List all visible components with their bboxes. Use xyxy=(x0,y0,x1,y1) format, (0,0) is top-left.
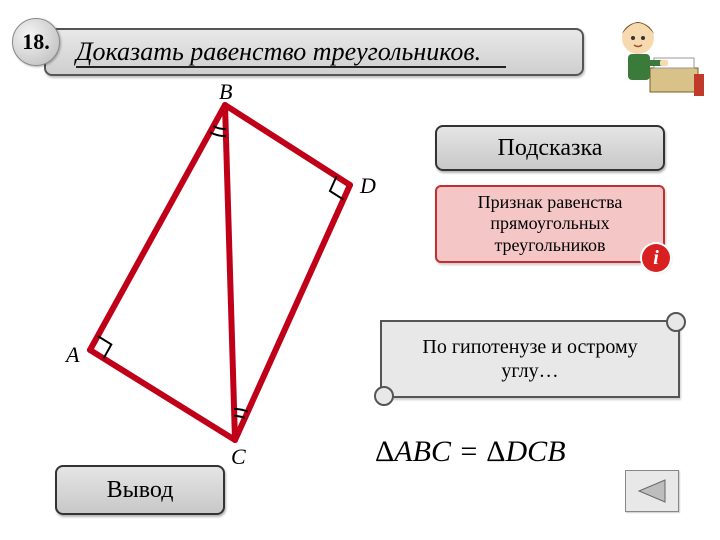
hint-box: Признак равенства прямоугольных треуголь… xyxy=(435,185,665,263)
title-text: Доказать равенство треугольников. xyxy=(76,37,481,67)
vertex-label-d: D xyxy=(360,173,376,199)
formula-lhs: ABC xyxy=(394,435,451,468)
hint-button[interactable]: Подсказка xyxy=(435,125,665,171)
equality-formula: ΔABC = ΔDCB xyxy=(375,435,566,469)
scroll-curl-left xyxy=(374,386,394,406)
hint-button-label: Подсказка xyxy=(498,135,603,162)
scroll-text: По гипотенузе и острому углу… xyxy=(406,335,654,383)
title-underline xyxy=(76,66,506,68)
vertex-label-a: A xyxy=(66,342,79,368)
conclusion-button[interactable]: Вывод xyxy=(55,465,225,515)
nav-back-button[interactable] xyxy=(625,470,679,512)
vertex-label-b: B xyxy=(219,79,232,105)
formula-rhs: DCB xyxy=(506,435,566,468)
vertex-label-c: C xyxy=(231,444,246,470)
student-illustration xyxy=(610,10,705,100)
hint-box-text: Признак равенства прямоугольных треуголь… xyxy=(443,192,657,257)
task-number: 18. xyxy=(22,29,50,55)
title-bar: Доказать равенство треугольников. xyxy=(44,28,584,76)
scroll-note: По гипотенузе и острому углу… xyxy=(380,320,680,398)
geometry-figure: A B C D xyxy=(60,100,380,460)
triangle-left-icon xyxy=(635,478,669,504)
task-number-badge: 18. xyxy=(12,18,60,66)
scroll-curl-right xyxy=(666,312,686,332)
conclusion-label: Вывод xyxy=(107,477,174,504)
info-icon[interactable]: i xyxy=(642,244,670,272)
